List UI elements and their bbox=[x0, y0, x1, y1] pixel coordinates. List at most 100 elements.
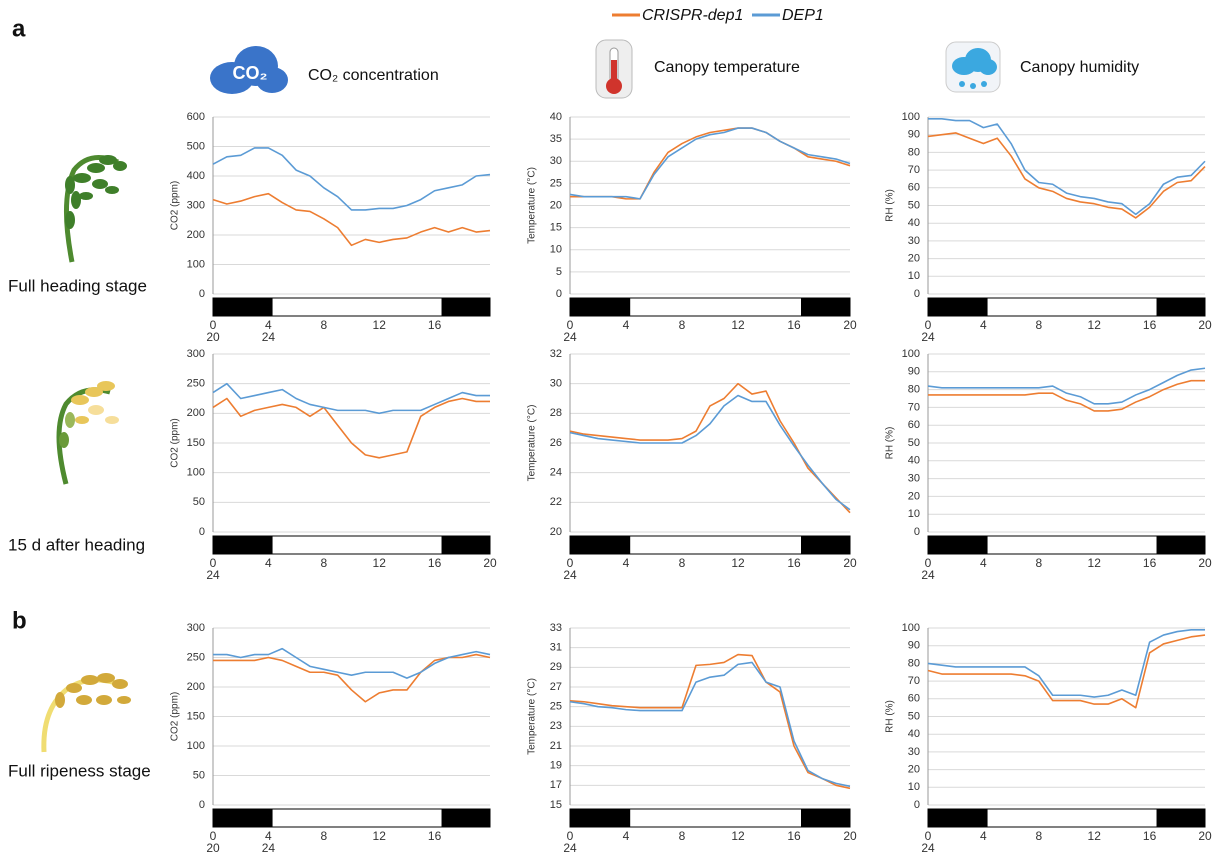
y-tick-label: 60 bbox=[908, 182, 920, 194]
x-tick-label: 4 bbox=[980, 318, 987, 332]
y-tick-label: 25 bbox=[550, 701, 562, 713]
x-tick-label: 4 bbox=[265, 556, 272, 570]
y-tick-label: 70 bbox=[908, 401, 920, 413]
y-tick-label: 250 bbox=[187, 651, 205, 663]
y-tick-label: 30 bbox=[550, 155, 562, 167]
y-tick-label: 200 bbox=[187, 681, 205, 693]
y-axis-title: RH (%) bbox=[885, 189, 896, 222]
x-tick-label: 20 bbox=[843, 556, 857, 570]
y-axis-title: CO2 (ppm) bbox=[170, 418, 181, 467]
y-tick-label: 20 bbox=[550, 526, 562, 538]
dark-period bbox=[570, 809, 630, 827]
x-tick-label: 20 bbox=[1198, 318, 1212, 332]
y-tick-label: 23 bbox=[550, 720, 562, 732]
y-tick-label: 30 bbox=[550, 378, 562, 390]
dark-period bbox=[442, 298, 490, 316]
y-tick-label: 10 bbox=[908, 781, 920, 793]
y-tick-label: 100 bbox=[187, 467, 205, 479]
x-sub-label: 24 bbox=[262, 841, 276, 855]
x-tick-label: 16 bbox=[787, 556, 801, 570]
x-tick-label: 8 bbox=[679, 318, 686, 332]
dark-period bbox=[442, 809, 490, 827]
dark-period bbox=[213, 809, 273, 827]
y-tick-label: 20 bbox=[550, 199, 562, 211]
x-tick-label: 12 bbox=[373, 318, 387, 332]
figure: a b CRISPR-dep1 DEP1 CO₂ CO₂ concentrati… bbox=[0, 0, 1219, 862]
panel-label: a bbox=[12, 15, 26, 42]
y-tick-label: 25 bbox=[550, 177, 562, 189]
y-tick-label: 50 bbox=[193, 769, 205, 781]
y-tick-label: 15 bbox=[550, 799, 562, 811]
row-label: Full heading stage bbox=[8, 276, 147, 295]
x-tick-label: 8 bbox=[1035, 318, 1042, 332]
plant-icon bbox=[44, 673, 131, 752]
y-tick-label: 19 bbox=[550, 760, 562, 772]
y-tick-label: 100 bbox=[902, 111, 920, 123]
y-tick-label: 32 bbox=[550, 348, 562, 360]
y-tick-label: 17 bbox=[550, 779, 562, 791]
y-axis-title: Temperature (°C) bbox=[527, 167, 538, 244]
y-axis-title: CO2 (ppm) bbox=[170, 692, 181, 741]
plant-icon bbox=[65, 155, 127, 262]
y-tick-label: 0 bbox=[199, 288, 205, 300]
y-tick-label: 30 bbox=[908, 473, 920, 485]
y-tick-label: 40 bbox=[550, 111, 562, 123]
y-tick-label: 0 bbox=[914, 799, 920, 811]
co2-icon: CO₂ bbox=[210, 46, 288, 94]
x-tick-label: 4 bbox=[623, 318, 630, 332]
column-header: Canopy temperature bbox=[654, 59, 800, 76]
y-tick-label: 0 bbox=[914, 526, 920, 538]
y-tick-label: 26 bbox=[550, 437, 562, 449]
y-tick-label: 500 bbox=[187, 140, 205, 152]
x-tick-label: 16 bbox=[787, 829, 801, 843]
x-sub-label: 24 bbox=[206, 568, 220, 582]
x-sub-label: 24 bbox=[262, 330, 276, 344]
column-header: Canopy humidity bbox=[1020, 59, 1139, 76]
row-label: 15 d after heading bbox=[8, 535, 145, 554]
dark-period bbox=[928, 298, 988, 316]
dark-period bbox=[801, 809, 850, 827]
dark-period bbox=[928, 536, 988, 554]
legend-label: CRISPR-dep1 bbox=[642, 7, 743, 24]
y-tick-label: 250 bbox=[187, 378, 205, 390]
dark-period bbox=[570, 536, 630, 554]
series-line bbox=[570, 655, 850, 789]
x-tick-label: 12 bbox=[373, 829, 387, 843]
y-axis-title: RH (%) bbox=[885, 427, 896, 460]
x-tick-label: 12 bbox=[731, 318, 745, 332]
y-tick-label: 24 bbox=[550, 467, 562, 479]
x-tick-label: 8 bbox=[679, 556, 686, 570]
y-tick-label: 35 bbox=[550, 133, 562, 145]
x-tick-label: 8 bbox=[1035, 556, 1042, 570]
x-tick-label: 20 bbox=[843, 318, 857, 332]
series-line bbox=[213, 194, 490, 246]
y-tick-label: 20 bbox=[908, 490, 920, 502]
x-tick-label: 12 bbox=[1088, 556, 1102, 570]
y-tick-label: 400 bbox=[187, 170, 205, 182]
x-tick-label: 8 bbox=[320, 556, 327, 570]
y-tick-label: 100 bbox=[902, 348, 920, 360]
x-tick-label: 16 bbox=[428, 318, 442, 332]
y-tick-label: 200 bbox=[187, 229, 205, 241]
series-line bbox=[213, 655, 490, 702]
x-sub-label: 24 bbox=[563, 330, 577, 344]
y-tick-label: 150 bbox=[187, 710, 205, 722]
y-tick-label: 80 bbox=[908, 657, 920, 669]
series-line bbox=[213, 148, 490, 210]
x-tick-label: 4 bbox=[980, 829, 987, 843]
y-tick-label: 300 bbox=[187, 622, 205, 634]
panel-label: b bbox=[12, 607, 27, 634]
y-tick-label: 70 bbox=[908, 675, 920, 687]
y-tick-label: 20 bbox=[908, 764, 920, 776]
x-sub-label: 24 bbox=[921, 841, 935, 855]
x-tick-label: 4 bbox=[980, 556, 987, 570]
y-tick-label: 50 bbox=[908, 710, 920, 722]
dark-period bbox=[213, 536, 273, 554]
y-tick-label: 100 bbox=[902, 622, 920, 634]
x-tick-label: 12 bbox=[731, 556, 745, 570]
dark-period bbox=[801, 298, 850, 316]
thermometer-icon bbox=[596, 40, 632, 98]
x-tick-label: 12 bbox=[1088, 829, 1102, 843]
plant-icon bbox=[59, 381, 119, 484]
y-tick-label: 27 bbox=[550, 681, 562, 693]
